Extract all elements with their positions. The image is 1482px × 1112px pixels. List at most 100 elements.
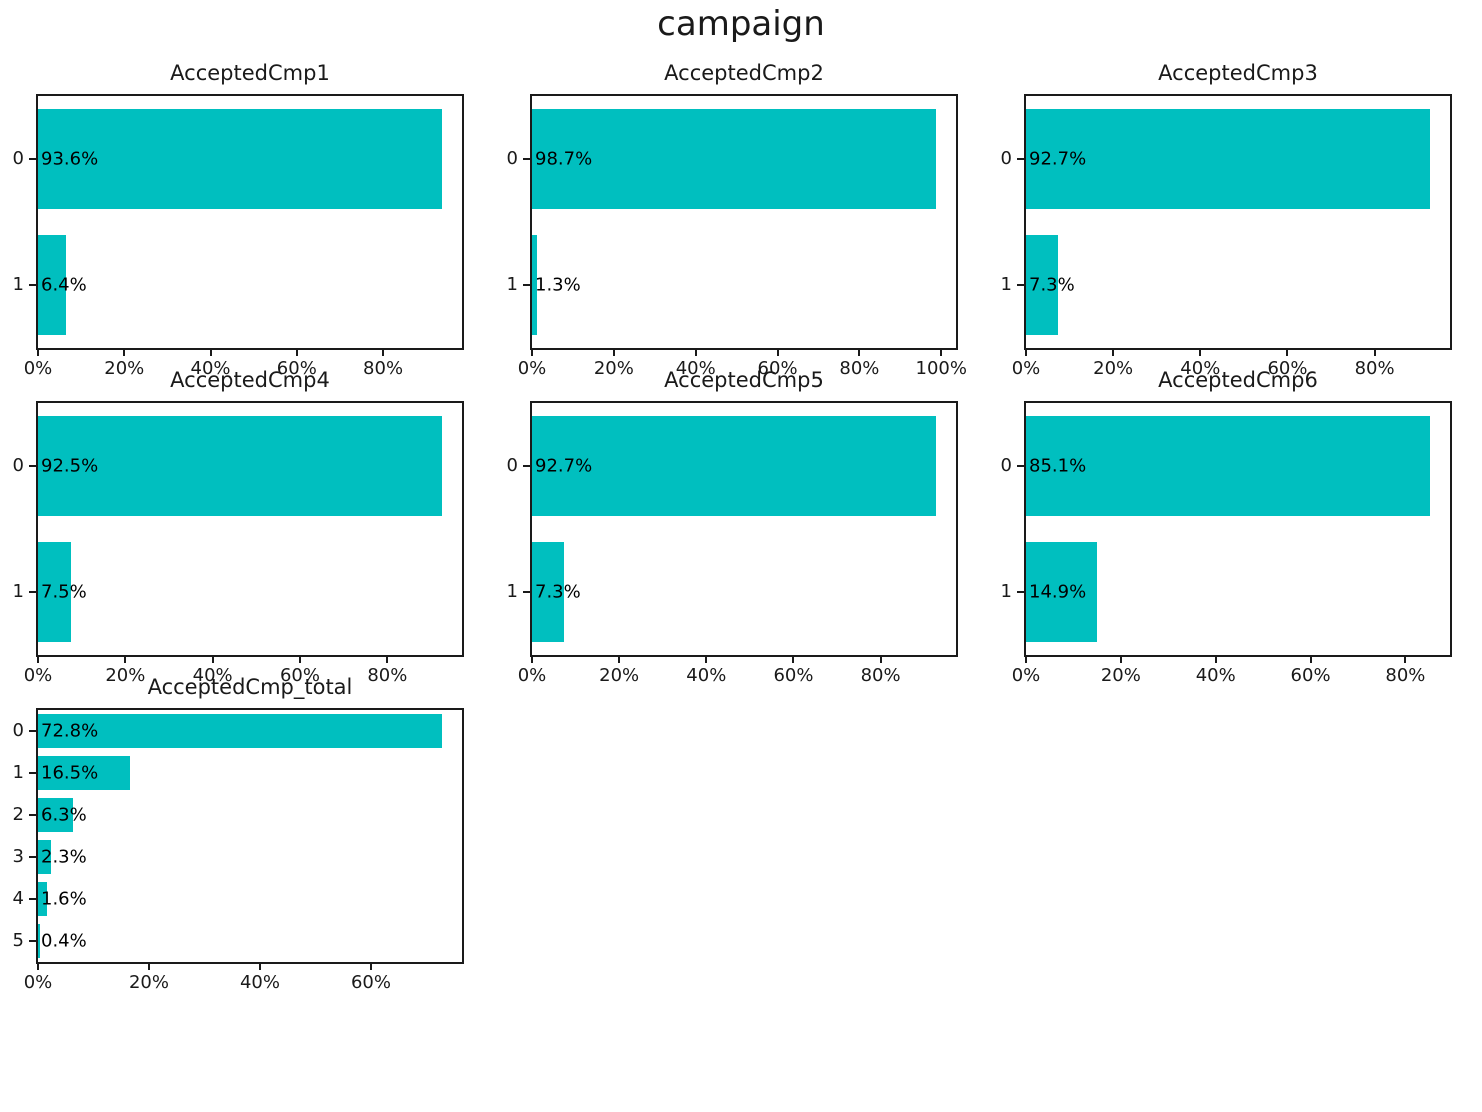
x-tick-label: 80%	[1385, 665, 1426, 686]
x-tick	[147, 962, 150, 970]
x-tick-label: 60%	[1267, 358, 1308, 379]
x-tick	[295, 348, 298, 356]
y-tick	[29, 591, 38, 593]
subplot-title: AcceptedCmp6	[1158, 368, 1318, 392]
x-tick-label: 0%	[23, 665, 53, 686]
x-tick	[386, 655, 389, 663]
x-tick	[1025, 348, 1027, 356]
subplot-title: AcceptedCmp2	[664, 61, 824, 85]
x-tick-label: 60%	[773, 665, 814, 686]
x-tick-label: 0%	[517, 665, 547, 686]
x-tick	[382, 348, 385, 356]
bar	[1026, 108, 1430, 210]
subplot-acceptedcmp1: AcceptedCmp1 0 93.6% 1 6.4% 0% 20% 40% 60% 80%	[0, 60, 494, 379]
bar	[38, 234, 66, 336]
x-tick-label: 0%	[23, 972, 53, 993]
x-tick-label: 20%	[104, 358, 145, 379]
y-tick	[523, 591, 532, 593]
y-tick-label: 1	[12, 762, 24, 784]
y-tick-label: 1	[12, 581, 24, 603]
x-tick-label: 80%	[839, 358, 880, 379]
x-tick	[37, 348, 39, 356]
bar-value-label: 92.7%	[535, 455, 593, 477]
bar	[1026, 541, 1097, 643]
x-tick-label: 40%	[1180, 358, 1221, 379]
x-tick-label: 40%	[192, 665, 233, 686]
subplot-title: AcceptedCmp4	[170, 368, 330, 392]
x-tick	[858, 348, 861, 356]
x-tick-label: 100%	[915, 358, 967, 379]
x-tick	[124, 655, 127, 663]
bar	[38, 882, 47, 916]
y-tick-label: 3	[12, 846, 24, 868]
x-tick-label: 60%	[350, 972, 391, 993]
x-tick	[1119, 655, 1122, 663]
bar	[532, 541, 564, 643]
y-tick-label: 0	[12, 455, 24, 477]
x-tick	[1112, 348, 1115, 356]
x-tick	[879, 655, 882, 663]
plot-area: 0 72.8% 1 16.5% 2 6.3% 3 2.3% 4 1.6% 5 0.4% 0% 20% 40%…	[13, 708, 464, 993]
x-tick-label: 40%	[1195, 665, 1236, 686]
x-tick	[618, 655, 621, 663]
bar-value-label: 7.3%	[1029, 274, 1075, 296]
x-tick	[37, 962, 39, 970]
subplot-acceptedcmp2: AcceptedCmp2 0 98.7% 1 1.3% 0% 20% 40% 60% 80% 100…	[494, 60, 988, 379]
y-tick-label: 4	[12, 888, 24, 910]
subplot-acceptedcmp5: AcceptedCmp5 0 92.7% 1 7.3% 0% 20% 40% 60% 80%	[494, 367, 988, 686]
bar	[38, 108, 442, 210]
bar-value-label: 72.8%	[41, 720, 99, 742]
bar-value-label: 1.3%	[535, 274, 581, 296]
bar	[38, 415, 442, 517]
bar-value-label: 7.5%	[41, 581, 87, 603]
y-tick-label: 2	[12, 804, 24, 826]
y-tick	[29, 856, 38, 858]
x-tick-label: 60%	[279, 665, 320, 686]
subplot-acceptedcmp6: AcceptedCmp6 0 85.1% 1 14.9% 0% 20% 40% 60% 80%	[988, 367, 1482, 686]
x-tick	[1199, 348, 1202, 356]
subplot-title: AcceptedCmp3	[1158, 61, 1318, 85]
subplot-acceptedcmp4: AcceptedCmp4 0 92.5% 1 7.5% 0% 20% 40% 60% 80%	[0, 367, 494, 686]
y-tick-label: 0	[506, 455, 518, 477]
bar-value-label: 14.9%	[1029, 581, 1087, 603]
x-tick	[298, 655, 301, 663]
y-tick-label: 0	[1000, 455, 1012, 477]
x-tick-label: 0%	[1011, 358, 1041, 379]
bar-value-label: 16.5%	[41, 762, 99, 784]
x-tick-label: 20%	[1100, 665, 1141, 686]
subplot-title: AcceptedCmp_total	[147, 675, 353, 699]
x-tick	[1214, 655, 1217, 663]
x-tick	[1286, 348, 1289, 356]
x-tick-label: 0%	[517, 358, 547, 379]
bar-value-label: 6.3%	[41, 804, 87, 826]
y-tick	[1017, 284, 1026, 286]
x-tick-label: 60%	[1290, 665, 1331, 686]
x-tick-label: 0%	[1011, 665, 1041, 686]
y-tick	[29, 465, 38, 467]
x-tick	[531, 655, 533, 663]
bar-value-label: 0.4%	[41, 930, 87, 952]
x-tick-label: 0%	[23, 358, 53, 379]
y-tick	[523, 158, 532, 160]
y-tick-label: 1	[1000, 581, 1012, 603]
bar	[38, 756, 130, 790]
subplot-grid: AcceptedCmp1 0 93.6% 1 6.4% 0% 20% 40% 60% 80% Acc…	[0, 60, 1482, 993]
bar	[1026, 234, 1058, 336]
bar-value-label: 6.4%	[41, 274, 87, 296]
y-tick-label: 1	[506, 274, 518, 296]
x-tick-label: 60%	[757, 358, 798, 379]
x-tick-label: 80%	[367, 665, 408, 686]
y-tick-label: 0	[12, 720, 24, 742]
y-tick-label: 0	[506, 148, 518, 170]
x-tick-label: 40%	[239, 972, 280, 993]
x-tick	[1373, 348, 1376, 356]
plot-area: 0 92.7% 1 7.3% 0% 20% 40% 60% 80%	[507, 401, 958, 686]
x-tick-label: 80%	[363, 358, 404, 379]
x-tick	[792, 655, 795, 663]
plot-area: 0 98.7% 1 1.3% 0% 20% 40% 60% 80% 100%	[507, 94, 967, 379]
bar-value-label: 92.7%	[1029, 148, 1087, 170]
figure-title: campaign	[657, 4, 825, 44]
bar-value-label: 93.6%	[41, 148, 99, 170]
x-tick-label: 20%	[599, 665, 640, 686]
